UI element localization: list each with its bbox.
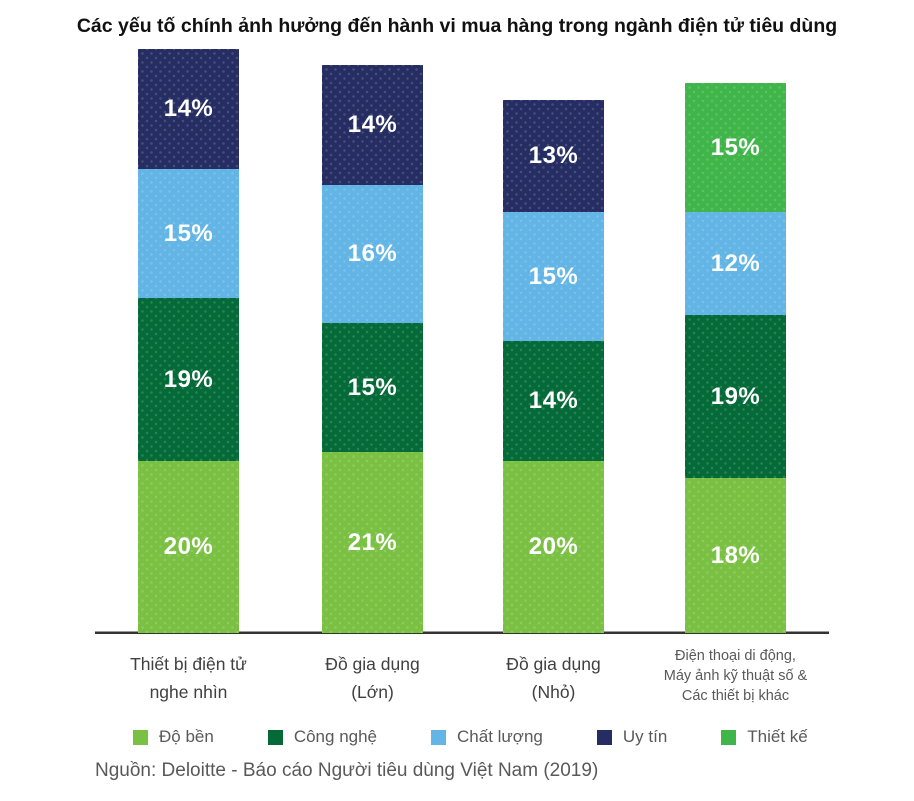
legend-label: Công nghệ bbox=[293, 727, 378, 746]
category-label-line: Đồ gia dụng bbox=[506, 654, 601, 674]
stacked-bar-2: 21% 15% 16% 14% bbox=[322, 65, 423, 633]
segment-value-label: 14% bbox=[163, 95, 214, 122]
x-axis-line bbox=[95, 631, 829, 634]
legend-item: Uy tín bbox=[596, 727, 668, 747]
category-label-line: (Lớn) bbox=[351, 682, 394, 702]
segment-value-label: 15% bbox=[163, 219, 214, 247]
legend-label: Thiết kế bbox=[747, 727, 808, 746]
category-label-line: Điện thoại di động, bbox=[675, 648, 796, 664]
legend-color-swatch bbox=[596, 729, 612, 745]
category-label-line: (Nhỏ) bbox=[531, 682, 576, 702]
category-label-line: nghe nhìn bbox=[149, 682, 228, 702]
bar-segment: 13% bbox=[503, 100, 604, 212]
segment-value-label: 12% bbox=[710, 249, 761, 277]
bar-segment: 14% bbox=[322, 65, 423, 185]
segment-value-label: 15% bbox=[347, 373, 398, 401]
category-label: Đồ gia dụng (Lớn) bbox=[325, 650, 419, 706]
bar-segment: 15% bbox=[322, 323, 423, 452]
bar-segment: 16% bbox=[322, 185, 423, 323]
segment-value-label: 19% bbox=[163, 365, 214, 393]
stacked-bar-4: 18% 19% 12% 15% bbox=[685, 83, 786, 633]
bar-segment: 19% bbox=[685, 315, 786, 478]
bar-segment: 21% bbox=[322, 452, 423, 633]
bar-segment: 14% bbox=[138, 49, 239, 169]
legend-label: Uy tín bbox=[622, 727, 668, 746]
legend-item: Thiết kế bbox=[721, 727, 808, 747]
bar-segment: 20% bbox=[503, 461, 604, 633]
category-label: Đồ gia dụng (Nhỏ) bbox=[506, 650, 600, 706]
segment-value-label: 16% bbox=[347, 240, 398, 267]
legend-item: Công nghệ bbox=[267, 727, 378, 747]
legend-label: Chất lượng bbox=[457, 727, 543, 746]
segment-value-label: 20% bbox=[528, 533, 579, 560]
legend-item: Chất lượng bbox=[431, 727, 543, 747]
legend-label: Độ bền bbox=[159, 727, 214, 746]
legend-color-swatch bbox=[431, 729, 447, 745]
bar-segment: 20% bbox=[138, 461, 239, 633]
bar-segment: 15% bbox=[138, 169, 239, 298]
segment-value-label: 18% bbox=[710, 541, 761, 569]
segment-value-label: 13% bbox=[528, 142, 579, 169]
legend-color-swatch bbox=[721, 729, 737, 745]
legend-color-swatch bbox=[133, 729, 148, 745]
bar-segment: 14% bbox=[503, 341, 604, 461]
source-note: Nguồn: Deloitte - Báo cáo Người tiêu dùn… bbox=[95, 760, 599, 781]
bar-segment: 12% bbox=[685, 212, 786, 315]
segment-value-label: 14% bbox=[347, 111, 398, 138]
chart-title: Các yếu tố chính ảnh hưởng đến hành vi m… bbox=[76, 15, 838, 37]
stacked-bar-1: 20% 19% 15% 14% bbox=[138, 49, 239, 633]
segment-value-label: 19% bbox=[710, 382, 761, 410]
stacked-bar-3: 20% 14% 15% 13% bbox=[503, 100, 604, 633]
category-label: Điện thoại di động, Máy ảnh kỹ thuật số &… bbox=[664, 646, 807, 706]
bar-segment: 18% bbox=[685, 478, 786, 633]
segment-value-label: 15% bbox=[528, 262, 579, 290]
segment-value-label: 14% bbox=[528, 387, 579, 414]
category-label-line: Máy ảnh kỹ thuật số & bbox=[663, 668, 808, 684]
segment-value-label: 20% bbox=[163, 533, 214, 560]
bar-segment: 19% bbox=[138, 298, 239, 461]
bar-segment: 15% bbox=[685, 83, 786, 212]
legend-color-swatch bbox=[267, 729, 283, 745]
segment-value-label: 15% bbox=[710, 133, 761, 161]
category-label-line: Đồ gia dụng bbox=[325, 654, 420, 674]
category-label: Thiết bị điện tử nghe nhìn bbox=[130, 650, 247, 706]
segment-value-label: 21% bbox=[347, 528, 398, 556]
category-label-line: Các thiết bị khác bbox=[681, 688, 790, 704]
legend: Độ bền Công nghệ Chất lượng Uy tín Thiết kế bbox=[133, 727, 808, 747]
category-label-line: Thiết bị điện tử bbox=[130, 654, 247, 674]
bar-segment: 15% bbox=[503, 212, 604, 341]
legend-item: Độ bền bbox=[133, 727, 214, 747]
